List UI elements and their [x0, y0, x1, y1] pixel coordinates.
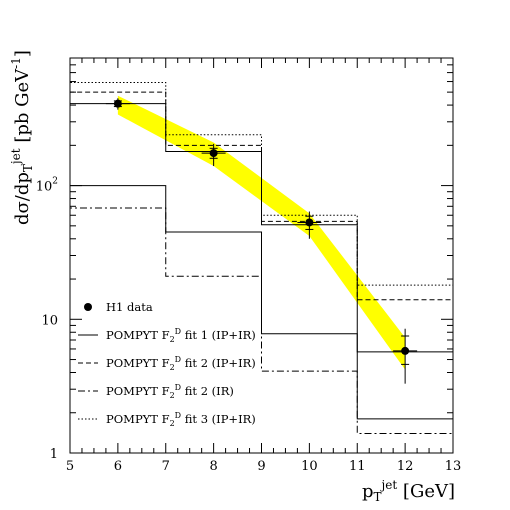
y-tick-label: 1 [50, 447, 58, 462]
legend-label: POMPYT F2D fit 2 (IP+IR) [106, 355, 256, 372]
x-tick-label: 10 [301, 459, 318, 474]
legend-label: POMPYT F2D fit 1 (IP+IR) [106, 327, 256, 344]
x-axis-title: pTjet [GeV] [362, 478, 455, 504]
x-tick-label: 6 [114, 459, 122, 474]
legend: H1 data POMPYT F2D fit 1 (IP+IR) POMPYT F2… [78, 300, 256, 428]
y-tick-label: 10 [41, 313, 58, 328]
x-tick-label: 12 [397, 459, 414, 474]
x-tick-label: 13 [445, 459, 462, 474]
x-tick-label: 8 [209, 459, 217, 474]
legend-marker-dot [84, 303, 92, 311]
data-point [209, 149, 218, 158]
uncertainty-band [117, 95, 406, 370]
data-point [401, 346, 410, 355]
histogram-series-4 [69, 207, 454, 453]
band-area [117, 95, 406, 370]
legend-label: H1 data [106, 300, 153, 314]
x-tick-label: 9 [257, 459, 265, 474]
legend-label: POMPYT F2D fit 2 (IR) [106, 383, 234, 400]
legend-label: POMPYT F2D fit 3 (IP+IR) [106, 411, 256, 428]
y-tick-label: 102 [36, 177, 58, 195]
data-points-layer [105, 98, 418, 384]
y-axis-title: dσ/dpTjet [pb GeV-1] [9, 50, 35, 225]
x-tick-label: 5 [66, 459, 74, 474]
x-tick-label: 11 [349, 459, 366, 474]
data-point [113, 99, 122, 108]
data-point [305, 218, 314, 227]
axis-ticks: 5 6 7 8 9 10 11 12 13 1 10 102 [36, 57, 462, 474]
x-tick-label: 7 [162, 459, 170, 474]
